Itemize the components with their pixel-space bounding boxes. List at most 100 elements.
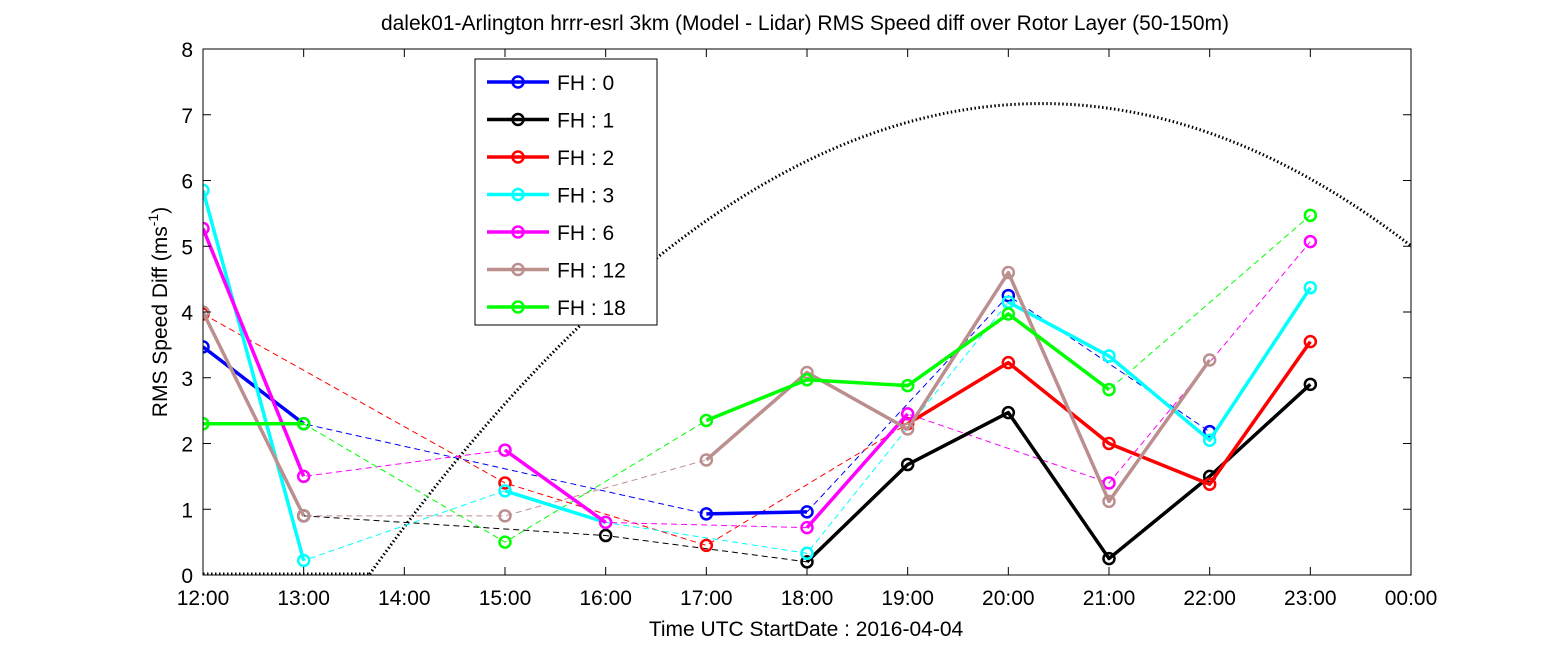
series-5-point-3 xyxy=(699,453,714,467)
legend-label-2: FH : 2 xyxy=(557,147,614,170)
series-5-point-8 xyxy=(1202,353,1217,367)
series-0-line xyxy=(203,345,305,426)
series-0-point-0 xyxy=(203,340,210,354)
series-4-point-6 xyxy=(1102,476,1116,490)
series-1-point-3 xyxy=(900,457,915,472)
legend-box xyxy=(474,58,658,326)
legend-label-5: FH : 12 xyxy=(557,260,626,283)
series-6-point-1 xyxy=(296,417,311,431)
series-3-point-1 xyxy=(296,553,311,568)
legend: FH : 0 FH : 1 FH : 2 FH : 3 FH : 6 FH : 12 FH … xyxy=(474,58,658,326)
series-3-line xyxy=(1007,286,1312,442)
legend-label-6: FH : 18 xyxy=(557,297,626,320)
series-6-dashed-line xyxy=(203,214,1311,543)
legend-label-4: FH : 6 xyxy=(557,222,614,245)
series-4-point-5 xyxy=(900,407,915,421)
x-tick-label-9: 21:00 xyxy=(1083,587,1136,610)
series-6-point-5 xyxy=(900,378,915,393)
axes: 12:00 13:00 14:00 15:00 16:00 17:00 18:00 19:00… xyxy=(177,39,1438,610)
series-0-point-2 xyxy=(699,507,714,521)
series-2-point-7 xyxy=(1303,334,1318,349)
chart-title: dalek01-Arlington hrrr-esrl 3km (Model -… xyxy=(381,12,1229,35)
series-6-point-4 xyxy=(800,372,814,387)
series-4-point-2 xyxy=(498,443,512,457)
series-1-dashed-line xyxy=(303,383,1311,563)
legend-marker-0 xyxy=(511,75,525,89)
series-4-line xyxy=(805,412,909,529)
series-3-line xyxy=(504,489,607,525)
series-5-point-2 xyxy=(498,509,512,523)
y-tick-label-6: 6 xyxy=(181,171,193,194)
legend-marker-2 xyxy=(511,150,525,164)
series-4-line xyxy=(203,227,306,478)
y-axis-label: RMS Speed Diff (ms-1) xyxy=(145,207,172,417)
series-6-point-7 xyxy=(1102,382,1116,397)
y-tick-label-8: 8 xyxy=(181,39,193,62)
series-5-line xyxy=(705,270,1212,504)
series-6-point-0 xyxy=(203,417,210,431)
series-0-point-3 xyxy=(800,505,814,519)
plot-area xyxy=(203,102,1411,575)
series-4-dashed-line xyxy=(203,228,1311,529)
series-4-point-4 xyxy=(800,520,814,535)
series-5-point-5 xyxy=(900,422,915,436)
x-tick-label-2: 14:00 xyxy=(378,587,431,610)
legend-marker-1 xyxy=(511,112,525,127)
sun-elevation-curve xyxy=(203,102,1411,575)
x-tick-label-1: 13:00 xyxy=(277,587,330,610)
series-5-dashed-line xyxy=(203,271,1211,517)
y-tick-label-7: 7 xyxy=(181,105,193,128)
y-tick-label-2: 2 xyxy=(181,434,193,457)
legend-label-0: FH : 0 xyxy=(557,72,614,95)
y-tick-label-1: 1 xyxy=(181,499,193,522)
x-tick-label-6: 18:00 xyxy=(781,587,834,610)
x-tick-label-8: 20:00 xyxy=(982,587,1035,610)
y-tick-label-4: 4 xyxy=(181,302,193,325)
series-1-point-5 xyxy=(1102,551,1116,566)
series-4-point-1 xyxy=(296,469,311,484)
legend-label-3: FH : 3 xyxy=(557,185,614,208)
series-5-point-6 xyxy=(1001,265,1016,280)
x-tick-label-4: 16:00 xyxy=(579,587,632,610)
series-3-dashed-line xyxy=(203,190,1311,562)
x-tick-label-10: 22:00 xyxy=(1183,587,1236,610)
series-1-point-7 xyxy=(1303,377,1318,392)
series-6-line xyxy=(705,312,1111,423)
series-2-point-1 xyxy=(498,476,512,490)
series-6-point-8 xyxy=(1303,208,1318,223)
series-3-point-2 xyxy=(498,484,512,498)
series-2-line xyxy=(906,340,1312,487)
series-6-point-6 xyxy=(1001,307,1016,321)
series-3-line xyxy=(203,189,306,561)
x-tick-label-11: 23:00 xyxy=(1284,587,1337,610)
series-6-point-3 xyxy=(699,413,714,428)
x-tick-label-12: 00:00 xyxy=(1385,587,1438,610)
series-5-point-1 xyxy=(296,509,311,523)
y-tick-label-0: 0 xyxy=(181,565,193,588)
series-5-line xyxy=(203,311,306,517)
series-0-point-4 xyxy=(1001,288,1016,303)
series-4-line xyxy=(503,448,607,524)
series-5-point-7 xyxy=(1102,494,1116,509)
legend-marker-6 xyxy=(511,300,525,314)
x-tick-label-7: 19:00 xyxy=(881,587,934,610)
x-tick-label-3: 15:00 xyxy=(479,587,532,610)
series-4-point-7 xyxy=(1303,234,1318,249)
legend-marker-3 xyxy=(511,187,525,202)
series-2-dashed-line xyxy=(203,313,1311,546)
axes-box xyxy=(202,48,1412,576)
series-3-point-0 xyxy=(203,183,210,198)
legend-label-1: FH : 1 xyxy=(557,110,614,133)
series-3-point-6 xyxy=(1102,349,1116,363)
series-2-point-5 xyxy=(1102,436,1116,451)
series-3-point-7 xyxy=(1202,433,1217,447)
x-tick-label-0: 12:00 xyxy=(177,587,230,610)
y-tick-label-5: 5 xyxy=(181,236,193,259)
series-2-point-2 xyxy=(699,538,714,553)
legend-marker-4 xyxy=(511,225,525,239)
series-3-point-4 xyxy=(800,546,814,561)
series-2-point-4 xyxy=(1001,355,1016,370)
series-4-point-3 xyxy=(598,515,613,530)
x-tick-label-5: 17:00 xyxy=(680,587,733,610)
